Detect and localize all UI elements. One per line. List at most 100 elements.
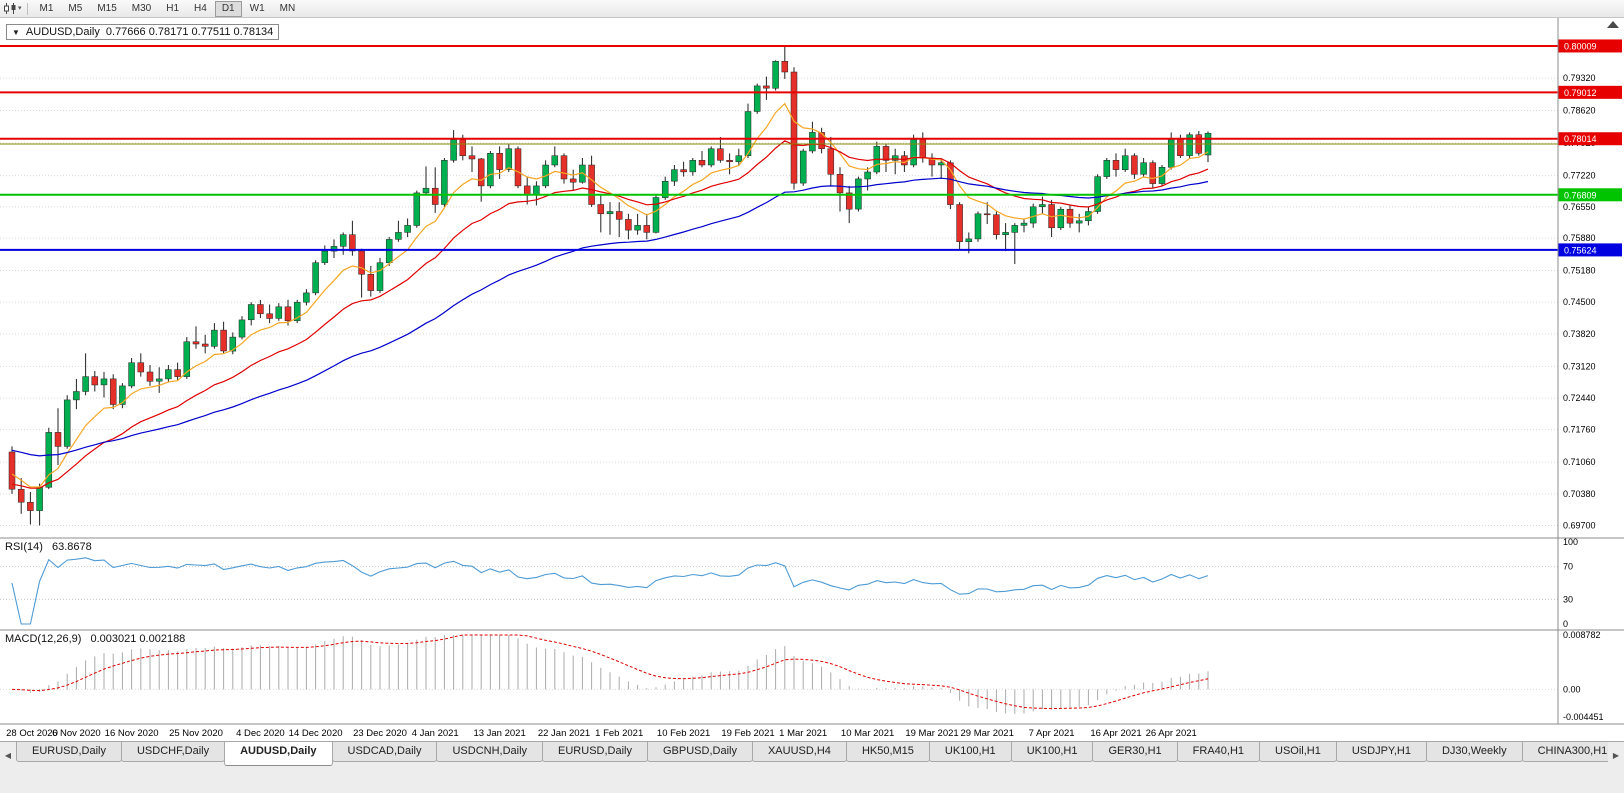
svg-text:14 Dec 2020: 14 Dec 2020 xyxy=(289,728,343,739)
svg-text:30: 30 xyxy=(1563,594,1573,604)
chart-tab-HK50-M15-8[interactable]: HK50,M15 xyxy=(845,742,930,762)
timeframe-button-H4[interactable]: H4 xyxy=(194,2,207,14)
svg-text:-0.004451: -0.004451 xyxy=(1563,712,1604,722)
macd-signal-line xyxy=(11,634,1209,710)
svg-text:0.80009: 0.80009 xyxy=(1564,41,1597,51)
svg-text:28 Oct 2020: 28 Oct 2020 xyxy=(6,728,58,739)
rsi-pane: 100 70 30 0 xyxy=(0,537,1578,629)
svg-text:0.75180: 0.75180 xyxy=(1563,266,1596,276)
rsi-indicator-label: RSI(14) 63.8678 xyxy=(5,541,92,553)
chart-tab-FRA40-H1-12[interactable]: FRA40,H1 xyxy=(1176,742,1261,762)
svg-text:16 Nov 2020: 16 Nov 2020 xyxy=(105,728,159,739)
chart-tab-USDCNH-Daily-4[interactable]: USDCNH,Daily xyxy=(436,742,544,762)
ma-line-50 xyxy=(11,177,1209,457)
svg-text:16 Apr 2021: 16 Apr 2021 xyxy=(1090,728,1141,739)
svg-text:0.71060: 0.71060 xyxy=(1563,457,1596,467)
timeframe-buttons: M1 M5 M15 M30 H1 H4 D1 W1 MN xyxy=(33,0,303,17)
horizontal-levels: 0.80009 0.79012 0.78014 0.76809 0.75624 xyxy=(0,39,1622,257)
timeframe-button-M15[interactable]: M15 xyxy=(97,2,117,14)
ma-line-8 xyxy=(11,102,1209,488)
timeframe-button-M30[interactable]: M30 xyxy=(131,2,152,14)
svg-text:0.73820: 0.73820 xyxy=(1563,329,1596,339)
timeframe-button-MN[interactable]: MN xyxy=(279,2,296,14)
chart-title-box[interactable]: ▼ AUDUSD,Daily 0.77666 0.78171 0.77511 0… xyxy=(6,24,280,40)
svg-text:7 Apr 2021: 7 Apr 2021 xyxy=(1029,728,1075,739)
rsi-line xyxy=(11,557,1209,625)
timeframe-button-W1[interactable]: W1 xyxy=(249,2,265,14)
chart-tab-EURUSD-Daily-5[interactable]: EURUSD,Daily xyxy=(542,742,648,762)
chart-tab-EURUSD-Daily-0[interactable]: EURUSD,Daily xyxy=(16,742,122,762)
svg-text:70: 70 xyxy=(1563,562,1573,572)
chart-tab-USDCHF-Daily-1[interactable]: USDCHF,Daily xyxy=(120,742,226,762)
svg-text:0.78620: 0.78620 xyxy=(1563,106,1596,116)
svg-text:10 Feb 2021: 10 Feb 2021 xyxy=(657,728,710,739)
svg-text:0.75624: 0.75624 xyxy=(1564,245,1597,255)
chart-tab-XAUUSD-H4-7[interactable]: XAUUSD,H4 xyxy=(751,742,847,762)
timeframe-toolbar: ▾ M1 M5 M15 M30 H1 H4 D1 W1 MN xyxy=(0,0,1624,18)
chart-tab-DJ30-Weekly-15[interactable]: DJ30,Weekly xyxy=(1425,742,1523,762)
svg-text:0: 0 xyxy=(1563,619,1568,629)
macd-pane: 0.008782 0.00 -0.004451 xyxy=(0,630,1604,722)
svg-text:0.79012: 0.79012 xyxy=(1564,88,1597,98)
chart-tab-GER30-H1-11[interactable]: GER30,H1 xyxy=(1092,742,1178,762)
svg-text:29 Mar 2021: 29 Mar 2021 xyxy=(961,728,1014,739)
timeframe-button-M5[interactable]: M5 xyxy=(68,2,83,14)
timeframe-button-M1[interactable]: M1 xyxy=(39,2,54,14)
svg-text:19 Feb 2021: 19 Feb 2021 xyxy=(721,728,774,739)
svg-text:0.008782: 0.008782 xyxy=(1563,630,1601,640)
svg-text:0.76550: 0.76550 xyxy=(1563,202,1596,212)
svg-text:13 Jan 2021: 13 Jan 2021 xyxy=(473,728,525,739)
svg-text:4 Dec 2020: 4 Dec 2020 xyxy=(236,728,285,739)
chart-type-icon[interactable] xyxy=(4,3,17,14)
timeframe-button-D1[interactable]: D1 xyxy=(214,0,242,17)
svg-text:0.76809: 0.76809 xyxy=(1564,190,1597,200)
chart-canvas[interactable]: 0.793200.786200.779200.772200.765500.758… xyxy=(0,18,1624,741)
ohlc-values: 0.77666 0.78171 0.77511 0.78134 xyxy=(105,26,274,38)
svg-text:0.79320: 0.79320 xyxy=(1563,73,1596,83)
chart-tabs: EURUSD,Daily USDCHF,Daily AUDUSD,Daily USDC… xyxy=(16,742,1608,766)
chart-tab-GBPUSD-Daily-6[interactable]: GBPUSD,Daily xyxy=(647,742,753,762)
chart-tab-USDJPY-H1-14[interactable]: USDJPY,H1 xyxy=(1335,742,1427,762)
svg-text:1 Feb 2021: 1 Feb 2021 xyxy=(595,728,643,739)
svg-text:0.71760: 0.71760 xyxy=(1563,425,1596,435)
svg-text:100: 100 xyxy=(1563,537,1578,547)
svg-text:4 Jan 2021: 4 Jan 2021 xyxy=(412,728,459,739)
chart-tab-USOil-H1-13[interactable]: USOil,H1 xyxy=(1259,742,1337,762)
toolbar-separator xyxy=(26,2,28,15)
symbol-dropdown-icon: ▼ xyxy=(12,27,20,37)
chart-tab-UK100-H1-10[interactable]: UK100,H1 xyxy=(1010,742,1094,762)
svg-text:25 Nov 2020: 25 Nov 2020 xyxy=(169,728,223,739)
chart-tab-AUDUSD-Daily-2[interactable]: AUDUSD,Daily xyxy=(224,742,333,766)
svg-text:26 Apr 2021: 26 Apr 2021 xyxy=(1146,728,1197,739)
svg-text:0.74500: 0.74500 xyxy=(1563,297,1596,307)
chart-type-dropdown-icon[interactable]: ▾ xyxy=(18,4,22,12)
macd-values: 0.003021 0.002188 xyxy=(90,633,186,645)
chart-window: 0.793200.786200.779200.772200.765500.758… xyxy=(0,18,1624,741)
timeframe-button-H1[interactable]: H1 xyxy=(166,2,180,14)
chart-tab-USDCAD-Daily-3[interactable]: USDCAD,Daily xyxy=(331,742,438,762)
chart-tab-UK100-H1-9[interactable]: UK100,H1 xyxy=(928,742,1012,762)
macd-name: MACD(12,26,9) xyxy=(5,633,82,645)
svg-text:0.70380: 0.70380 xyxy=(1563,489,1596,499)
pane-borders xyxy=(0,18,1624,725)
svg-text:1 Mar 2021: 1 Mar 2021 xyxy=(779,728,827,739)
svg-text:6 Nov 2020: 6 Nov 2020 xyxy=(52,728,101,739)
svg-text:0.73120: 0.73120 xyxy=(1563,361,1596,371)
chart-tab-CHINA300-H1-16[interactable]: CHINA300,H1 xyxy=(1521,742,1608,762)
symbol-period-label: AUDUSD,Daily xyxy=(25,26,100,38)
macd-indicator-label: MACD(12,26,9) 0.003021 0.002188 xyxy=(5,633,185,645)
svg-text:0.77220: 0.77220 xyxy=(1563,171,1596,181)
svg-text:0.75880: 0.75880 xyxy=(1563,233,1596,243)
rsi-value: 63.8678 xyxy=(51,541,92,553)
svg-text:0.78014: 0.78014 xyxy=(1564,134,1597,144)
svg-text:0.69700: 0.69700 xyxy=(1563,520,1596,530)
price-axis-labels: 0.793200.786200.779200.772200.765500.758… xyxy=(1563,73,1596,530)
svg-text:0.72440: 0.72440 xyxy=(1563,393,1596,403)
candles-layer xyxy=(8,46,1212,526)
tabbar-scroll-right-icon[interactable]: ▶ xyxy=(1612,750,1620,760)
macd-histogram xyxy=(20,635,1209,714)
rsi-name: RSI(14) xyxy=(5,541,43,553)
svg-text:22 Jan 2021: 22 Jan 2021 xyxy=(538,728,590,739)
svg-text:19 Mar 2021: 19 Mar 2021 xyxy=(905,728,958,739)
tabbar-scroll-left-icon[interactable]: ◀ xyxy=(4,750,12,760)
